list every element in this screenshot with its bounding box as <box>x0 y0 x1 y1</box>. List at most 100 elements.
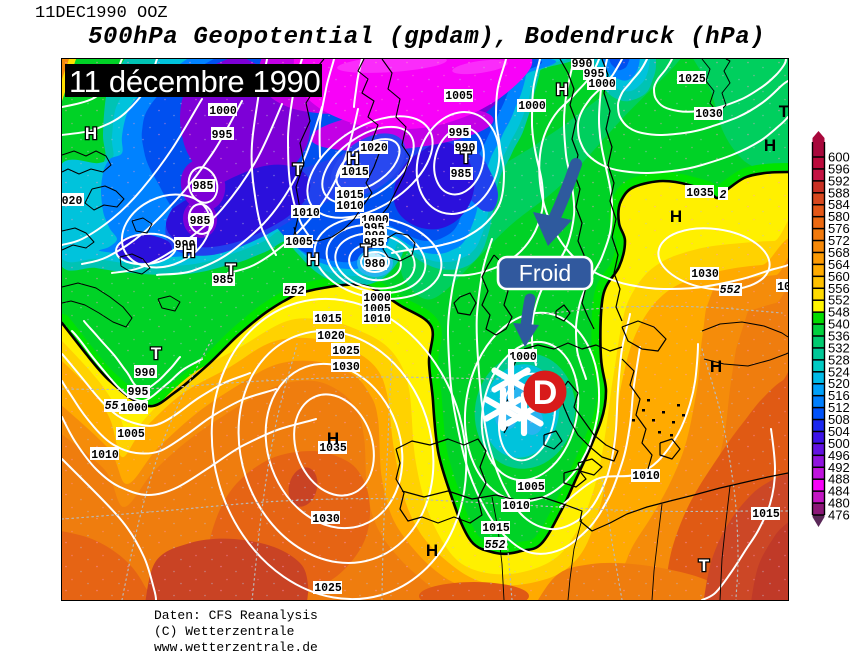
svg-text:1020: 1020 <box>317 330 345 343</box>
svg-text:985: 985 <box>190 215 211 228</box>
svg-text:T: T <box>293 160 304 179</box>
svg-text:990: 990 <box>175 239 196 252</box>
svg-text:524: 524 <box>828 364 850 379</box>
svg-text:995: 995 <box>212 129 233 142</box>
svg-text:1000: 1000 <box>509 351 537 364</box>
svg-text:512: 512 <box>828 400 850 415</box>
svg-text:1030: 1030 <box>332 361 360 374</box>
svg-text:528: 528 <box>828 352 850 367</box>
svg-text:T: T <box>361 241 372 260</box>
svg-text:1020: 1020 <box>360 142 388 155</box>
svg-text:520: 520 <box>828 376 850 391</box>
svg-text:10: 10 <box>777 281 789 294</box>
svg-text:H: H <box>307 250 319 269</box>
svg-text:536: 536 <box>828 329 850 344</box>
svg-text:1025: 1025 <box>332 345 360 358</box>
svg-text:T: T <box>151 344 162 363</box>
svg-text:H: H <box>764 136 776 155</box>
svg-text:560: 560 <box>828 269 850 284</box>
svg-text:T: T <box>361 241 372 260</box>
svg-text:1030: 1030 <box>695 108 723 121</box>
svg-text:548: 548 <box>828 305 850 320</box>
svg-text:1015: 1015 <box>341 166 369 179</box>
svg-text:H: H <box>426 541 438 560</box>
svg-text:1035: 1035 <box>319 442 347 455</box>
svg-text:1005: 1005 <box>285 236 313 249</box>
svg-text:580: 580 <box>828 209 850 224</box>
svg-text:1015: 1015 <box>336 189 364 202</box>
svg-text:1000: 1000 <box>518 100 546 113</box>
svg-text:1010: 1010 <box>336 200 364 213</box>
svg-text:1025: 1025 <box>678 73 706 86</box>
svg-text:H: H <box>347 149 359 168</box>
svg-text:T: T <box>699 556 710 575</box>
svg-text:H: H <box>670 207 682 226</box>
svg-text:588: 588 <box>828 185 850 200</box>
svg-text:1015: 1015 <box>482 522 510 535</box>
svg-text:1000: 1000 <box>209 105 237 118</box>
svg-text:H: H <box>85 124 97 143</box>
svg-text:T: T <box>699 556 710 575</box>
svg-text:1000: 1000 <box>588 78 616 91</box>
svg-text:H: H <box>183 242 195 261</box>
svg-text:T: T <box>461 148 472 167</box>
svg-text:552: 552 <box>720 284 741 297</box>
svg-text:552: 552 <box>828 293 850 308</box>
svg-text:H: H <box>347 149 359 168</box>
svg-text:T: T <box>293 160 304 179</box>
svg-text:1015: 1015 <box>752 508 780 521</box>
svg-text:020: 020 <box>62 195 83 208</box>
svg-text:T: T <box>461 148 472 167</box>
svg-text:572: 572 <box>828 233 850 248</box>
svg-text:600: 600 <box>828 150 850 165</box>
svg-text:995: 995 <box>128 386 149 399</box>
svg-text:T: T <box>226 260 237 279</box>
svg-text:2: 2 <box>720 189 727 202</box>
svg-text:1010: 1010 <box>91 449 119 462</box>
svg-text:532: 532 <box>828 340 850 355</box>
svg-text:1025: 1025 <box>314 582 342 595</box>
svg-text:H: H <box>556 80 568 99</box>
svg-text:H: H <box>307 250 319 269</box>
svg-text:D: D <box>533 374 558 412</box>
svg-text:496: 496 <box>828 448 850 463</box>
svg-text:492: 492 <box>828 460 850 475</box>
svg-text:508: 508 <box>828 412 850 427</box>
svg-text:476: 476 <box>828 508 850 523</box>
svg-text:H: H <box>183 242 195 261</box>
svg-text:504: 504 <box>828 424 850 439</box>
svg-text:576: 576 <box>828 221 850 236</box>
svg-text:480: 480 <box>828 496 850 511</box>
svg-text:1010: 1010 <box>502 500 530 513</box>
svg-text:985: 985 <box>193 180 214 193</box>
svg-text:540: 540 <box>828 317 850 332</box>
svg-text:985: 985 <box>364 237 385 250</box>
svg-text:1010: 1010 <box>292 207 320 220</box>
svg-text:1005: 1005 <box>117 428 145 441</box>
svg-text:1030: 1030 <box>312 513 340 526</box>
svg-text:980: 980 <box>365 258 386 271</box>
svg-text:1030: 1030 <box>691 268 719 281</box>
svg-text:564: 564 <box>828 257 850 272</box>
svg-text:484: 484 <box>828 484 850 499</box>
svg-text:H: H <box>710 357 722 376</box>
svg-text:1000: 1000 <box>120 402 148 415</box>
svg-text:985: 985 <box>451 168 472 181</box>
svg-text:T: T <box>226 260 237 279</box>
svg-text:1005: 1005 <box>445 90 473 103</box>
svg-text:1005: 1005 <box>517 481 545 494</box>
svg-text:552: 552 <box>485 539 506 552</box>
svg-text:990: 990 <box>455 142 476 155</box>
svg-text:556: 556 <box>828 281 850 296</box>
svg-text:H: H <box>556 80 568 99</box>
svg-text:995: 995 <box>449 127 470 140</box>
svg-text:T: T <box>151 344 162 363</box>
svg-text:584: 584 <box>828 197 850 212</box>
svg-text:T: T <box>779 102 789 121</box>
svg-text:985: 985 <box>213 274 234 287</box>
svg-text:596: 596 <box>828 161 850 176</box>
svg-text:1010: 1010 <box>632 470 660 483</box>
svg-text:488: 488 <box>828 472 850 487</box>
svg-text:H: H <box>85 124 97 143</box>
svg-text:568: 568 <box>828 245 850 260</box>
